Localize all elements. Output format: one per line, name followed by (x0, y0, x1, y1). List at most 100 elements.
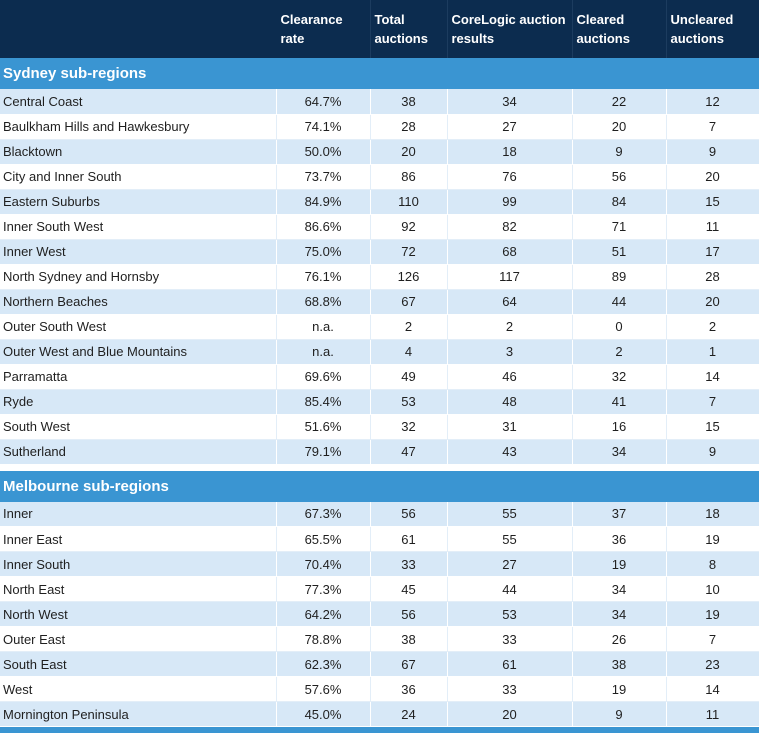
clearance-rate-cell: 74.1% (276, 114, 370, 139)
cleared-auctions-cell: 19 (572, 552, 666, 577)
uncleared-auctions-cell: 17 (666, 239, 759, 264)
spacer-cell (0, 727, 759, 733)
clearance-rate-cell: 64.7% (276, 89, 370, 114)
region-cell: Outer West and Blue Mountains (0, 339, 276, 364)
region-cell: Blacktown (0, 139, 276, 164)
corelogic-results-cell: 64 (447, 289, 572, 314)
total-auctions-cell: 47 (370, 439, 447, 464)
region-cell: Inner South (0, 552, 276, 577)
cleared-auctions-cell: 32 (572, 364, 666, 389)
total-auctions-cell: 67 (370, 652, 447, 677)
table-header: Clearance rate Total auctions CoreLogic … (0, 0, 759, 58)
region-cell: Central Coast (0, 89, 276, 114)
clearance-rate-cell: 86.6% (276, 214, 370, 239)
total-auctions-cell: 4 (370, 339, 447, 364)
section-title: Sydney sub-regions (0, 58, 759, 89)
total-auctions-cell: 24 (370, 702, 447, 727)
section-header: Sydney sub-regions (0, 58, 759, 89)
uncleared-auctions-cell: 9 (666, 439, 759, 464)
clearance-rate-cell: 76.1% (276, 264, 370, 289)
uncleared-auctions-cell: 11 (666, 214, 759, 239)
cleared-auctions-cell: 26 (572, 627, 666, 652)
clearance-rate-cell: 62.3% (276, 652, 370, 677)
cleared-auctions-cell: 51 (572, 239, 666, 264)
uncleared-auctions-cell: 19 (666, 527, 759, 552)
corelogic-results-cell: 76 (447, 164, 572, 189)
uncleared-auctions-cell: 20 (666, 164, 759, 189)
header-row: Clearance rate Total auctions CoreLogic … (0, 0, 759, 58)
clearance-rate-cell: n.a. (276, 314, 370, 339)
total-auctions-cell: 33 (370, 552, 447, 577)
uncleared-auctions-cell: 19 (666, 602, 759, 627)
total-auctions-cell: 32 (370, 414, 447, 439)
cleared-auctions-cell: 36 (572, 527, 666, 552)
corelogic-results-cell: 33 (447, 677, 572, 702)
clearance-rate-cell: 68.8% (276, 289, 370, 314)
total-auctions-cell: 110 (370, 189, 447, 214)
cleared-auctions-cell: 56 (572, 164, 666, 189)
total-auctions-cell: 53 (370, 389, 447, 414)
uncleared-auctions-cell: 20 (666, 289, 759, 314)
uncleared-auctions-cell: 11 (666, 702, 759, 727)
corelogic-results-cell: 31 (447, 414, 572, 439)
uncleared-auctions-cell: 14 (666, 364, 759, 389)
clearance-rate-cell: 75.0% (276, 239, 370, 264)
cleared-auctions-cell: 84 (572, 189, 666, 214)
uncleared-auctions-cell: 28 (666, 264, 759, 289)
table-footer-bar (0, 727, 759, 733)
region-cell: South West (0, 414, 276, 439)
total-auctions-cell: 38 (370, 89, 447, 114)
corelogic-results-cell: 34 (447, 89, 572, 114)
header-region (0, 0, 276, 58)
uncleared-auctions-cell: 2 (666, 314, 759, 339)
uncleared-auctions-cell: 9 (666, 139, 759, 164)
corelogic-results-cell: 99 (447, 189, 572, 214)
section-title: Melbourne sub-regions (0, 471, 759, 502)
total-auctions-cell: 49 (370, 364, 447, 389)
uncleared-auctions-cell: 15 (666, 414, 759, 439)
cleared-auctions-cell: 0 (572, 314, 666, 339)
corelogic-results-cell: 61 (447, 652, 572, 677)
total-auctions-cell: 56 (370, 502, 447, 527)
total-auctions-cell: 86 (370, 164, 447, 189)
header-clearance-rate: Clearance rate (276, 0, 370, 58)
cleared-auctions-cell: 38 (572, 652, 666, 677)
uncleared-auctions-cell: 14 (666, 677, 759, 702)
uncleared-auctions-cell: 18 (666, 502, 759, 527)
clearance-rate-cell: 69.6% (276, 364, 370, 389)
corelogic-results-cell: 2 (447, 314, 572, 339)
total-auctions-cell: 56 (370, 602, 447, 627)
clearance-rate-cell: 84.9% (276, 189, 370, 214)
uncleared-auctions-cell: 23 (666, 652, 759, 677)
corelogic-results-cell: 27 (447, 114, 572, 139)
clearance-rate-cell: 67.3% (276, 502, 370, 527)
region-cell: North West (0, 602, 276, 627)
region-cell: Outer East (0, 627, 276, 652)
total-auctions-cell: 72 (370, 239, 447, 264)
clearance-rate-cell: 78.8% (276, 627, 370, 652)
cleared-auctions-cell: 44 (572, 289, 666, 314)
region-cell: North Sydney and Hornsby (0, 264, 276, 289)
clearance-rate-cell: 70.4% (276, 552, 370, 577)
cleared-auctions-cell: 34 (572, 602, 666, 627)
corelogic-results-cell: 53 (447, 602, 572, 627)
region-cell: Ryde (0, 389, 276, 414)
total-auctions-cell: 20 (370, 139, 447, 164)
total-auctions-cell: 126 (370, 264, 447, 289)
region-cell: Parramatta (0, 364, 276, 389)
